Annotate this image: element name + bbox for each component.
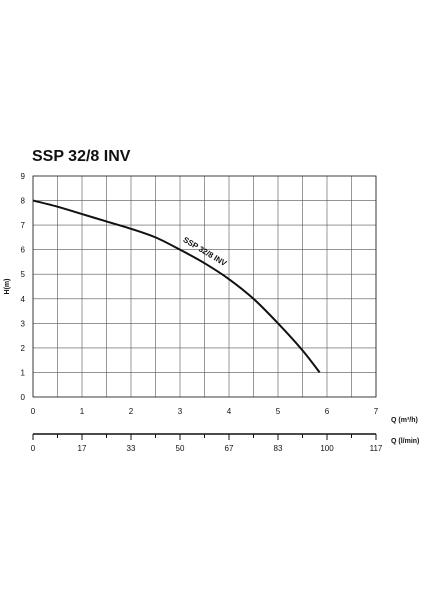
y-tick-label: 9 bbox=[21, 172, 26, 181]
x-tick-label: 1 bbox=[80, 407, 85, 416]
y-axis-ticks: 0 1 2 3 4 5 6 7 8 9 bbox=[21, 172, 26, 402]
x-tick-label: 2 bbox=[129, 407, 134, 416]
secondary-x-axis-label: Q (l/min) bbox=[391, 438, 419, 445]
y-tick-label: 4 bbox=[21, 295, 26, 304]
secondary-x-tick-label: 17 bbox=[78, 444, 87, 453]
x-tick-label: 3 bbox=[178, 407, 183, 416]
y-tick-label: 8 bbox=[21, 197, 26, 206]
grid bbox=[32, 175, 377, 398]
secondary-x-tick-label: 83 bbox=[274, 444, 283, 453]
x-tick-label: 0 bbox=[31, 407, 36, 416]
series-line bbox=[32, 199, 321, 374]
x-tick-label: 7 bbox=[374, 407, 379, 416]
y-tick-label: 2 bbox=[21, 344, 26, 353]
x-tick-label: 6 bbox=[325, 407, 330, 416]
secondary-x-tick-label: 33 bbox=[127, 444, 136, 453]
secondary-x-tick-label: 67 bbox=[225, 444, 234, 453]
secondary-x-tick-label: 100 bbox=[320, 444, 334, 453]
x-axis-label: Q (m³/h) bbox=[391, 417, 418, 424]
x-axis-ticks: 0 1 2 3 4 5 6 7 bbox=[31, 407, 379, 416]
y-tick-label: 3 bbox=[21, 319, 26, 328]
y-tick-label: 1 bbox=[21, 368, 26, 377]
plot-frame bbox=[32, 175, 377, 398]
y-tick-label: 7 bbox=[21, 221, 26, 230]
y-tick-label: 0 bbox=[21, 393, 26, 402]
chart-title: SSP 32/8 INV bbox=[32, 148, 131, 165]
secondary-x-tick-label: 50 bbox=[176, 444, 185, 453]
x-tick-label: 4 bbox=[227, 407, 232, 416]
secondary-x-tick-label: 117 bbox=[370, 444, 383, 453]
y-tick-label: 6 bbox=[21, 246, 26, 255]
secondary-x-tick-label: 0 bbox=[31, 444, 36, 453]
y-tick-label: 5 bbox=[21, 270, 26, 279]
x-tick-label: 5 bbox=[276, 407, 281, 416]
y-axis-label: H(m) bbox=[4, 279, 11, 295]
secondary-x-axis-ticks: 0 17 33 50 67 83 100 117 bbox=[31, 434, 383, 453]
